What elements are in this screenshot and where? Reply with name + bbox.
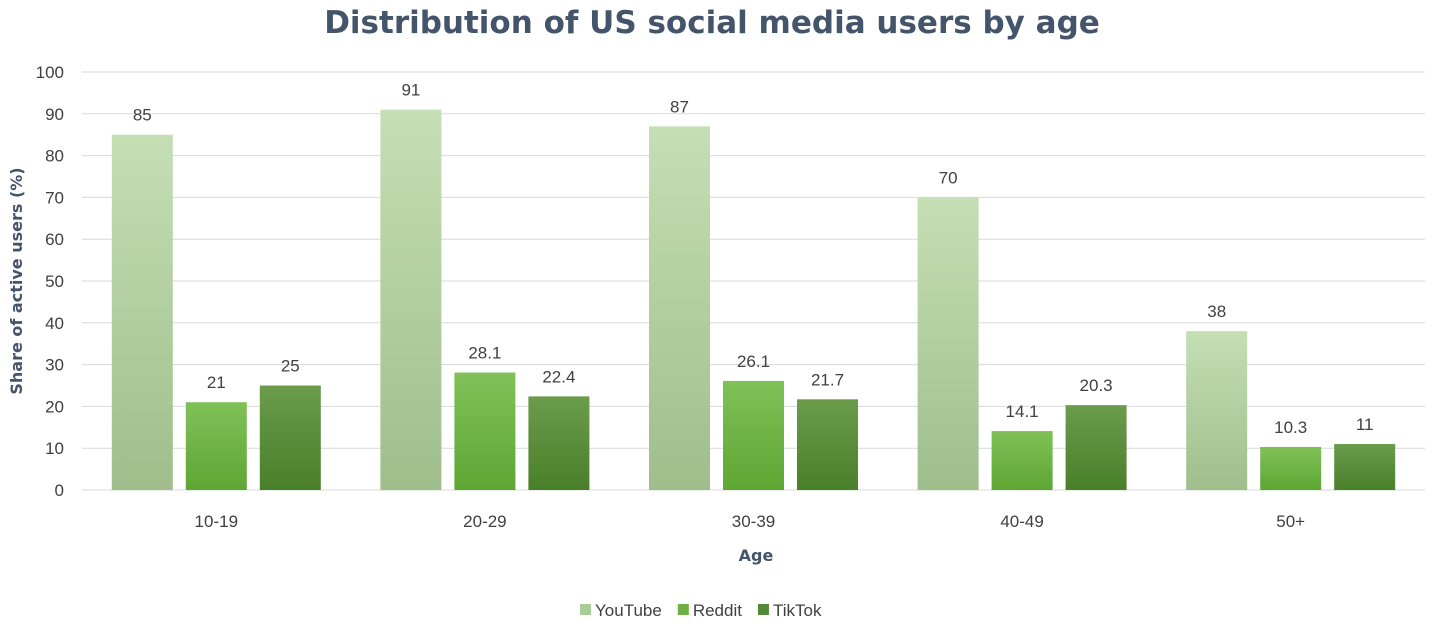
bars bbox=[111, 109, 1396, 491]
data-label: 21 bbox=[207, 373, 226, 392]
bar-reddit-30-39 bbox=[723, 380, 784, 490]
legend-label-reddit: Reddit bbox=[693, 601, 742, 620]
y-tick-label: 80 bbox=[45, 147, 64, 166]
x-axis-ticks: 10-19 20-29 30-39 40-49 50+ bbox=[195, 512, 1306, 531]
y-tick-label: 60 bbox=[45, 230, 64, 249]
y-tick-label: 90 bbox=[45, 105, 64, 124]
data-label: 22.4 bbox=[542, 367, 575, 386]
y-axis-ticks: 0 10 20 30 40 50 60 70 80 90 100 bbox=[36, 63, 64, 500]
data-label: 91 bbox=[401, 81, 420, 100]
bar-youtube-20-29 bbox=[380, 109, 442, 491]
legend-label-tiktok: TikTok bbox=[773, 601, 822, 620]
data-label: 85 bbox=[133, 106, 152, 125]
bar-tiktok-10-19 bbox=[259, 385, 321, 490]
chart-title: Distribution of US social media users by… bbox=[324, 5, 1100, 41]
x-axis-title: Age bbox=[739, 546, 774, 565]
legend-swatch-youtube bbox=[580, 604, 591, 615]
bar-youtube-50+ bbox=[1186, 331, 1248, 490]
y-tick-label: 40 bbox=[45, 314, 64, 333]
legend-swatch-tiktok bbox=[757, 604, 769, 615]
bar-reddit-50+ bbox=[1260, 446, 1322, 490]
x-tick-label: 20-29 bbox=[463, 512, 506, 531]
x-tick-label: 40-49 bbox=[1000, 512, 1043, 531]
data-label: 25 bbox=[281, 357, 300, 376]
data-label: 10.3 bbox=[1274, 418, 1307, 437]
data-label: 20.3 bbox=[1080, 376, 1113, 395]
bar-youtube-40-49 bbox=[917, 197, 979, 490]
x-tick-label: 30-39 bbox=[732, 512, 775, 531]
bar-tiktok-30-39 bbox=[797, 399, 858, 490]
bar-tiktok-20-29 bbox=[528, 396, 590, 490]
y-tick-label: 10 bbox=[45, 439, 64, 458]
bar-tiktok-50+ bbox=[1334, 444, 1396, 490]
data-label: 87 bbox=[670, 97, 689, 116]
data-label: 38 bbox=[1207, 302, 1226, 321]
data-labels: 85 21 25 91 28.1 22.4 87 26.1 21.7 70 14.1 20.3 38 10… bbox=[133, 81, 1374, 437]
bar-reddit-20-29 bbox=[454, 372, 516, 490]
bar-reddit-40-49 bbox=[991, 431, 1053, 490]
bar-tiktok-40-49 bbox=[1065, 405, 1127, 490]
legend: YouTube Reddit TikTok bbox=[580, 601, 822, 620]
data-label: 14.1 bbox=[1006, 402, 1039, 421]
bar-reddit-10-19 bbox=[185, 402, 247, 490]
y-tick-label: 50 bbox=[45, 272, 64, 291]
data-label: 26.1 bbox=[737, 352, 770, 371]
data-label: 21.7 bbox=[811, 370, 844, 389]
y-tick-label: 100 bbox=[36, 63, 64, 82]
y-tick-label: 70 bbox=[45, 188, 64, 207]
bar-youtube-10-19 bbox=[111, 134, 173, 490]
y-tick-label: 20 bbox=[45, 397, 64, 416]
legend-label-youtube: YouTube bbox=[595, 601, 662, 620]
y-tick-label: 30 bbox=[45, 356, 64, 375]
y-axis-title: Share of active users (%) bbox=[7, 167, 26, 394]
x-tick-label: 10-19 bbox=[195, 512, 238, 531]
bar-youtube-30-39 bbox=[649, 126, 710, 490]
x-tick-label: 50+ bbox=[1276, 512, 1305, 531]
data-label: 70 bbox=[939, 168, 958, 187]
data-label: 28.1 bbox=[468, 344, 501, 363]
y-tick-label: 0 bbox=[55, 481, 64, 500]
legend-swatch-reddit bbox=[677, 604, 689, 615]
data-label: 11 bbox=[1356, 415, 1374, 434]
